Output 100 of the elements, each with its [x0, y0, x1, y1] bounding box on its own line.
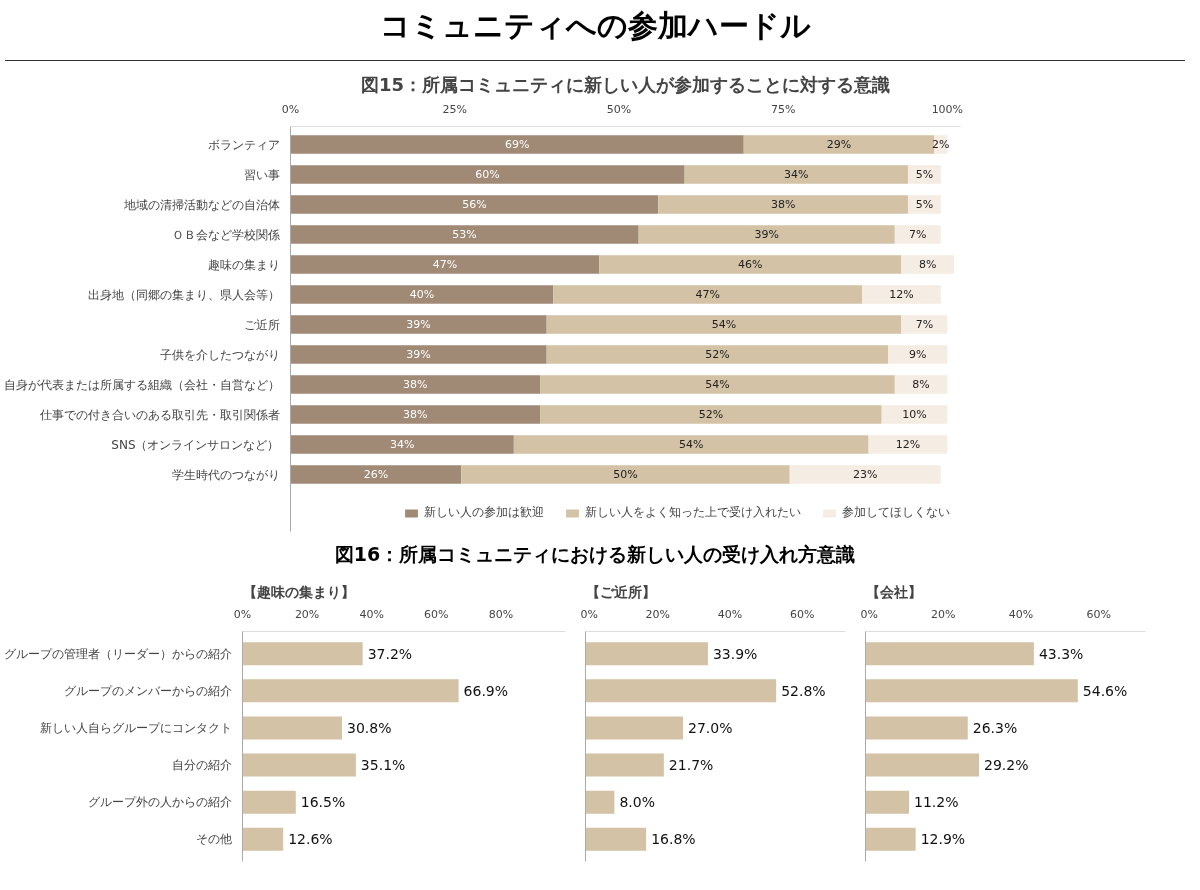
data-label: 39%: [754, 228, 779, 241]
data-label: 56%: [462, 198, 487, 211]
bar: [894, 375, 948, 394]
data-label: 47%: [432, 258, 458, 271]
data-label: 23%: [853, 468, 878, 481]
bar: [513, 435, 869, 454]
x-tick-label: 20%: [294, 607, 320, 621]
bar: [242, 642, 363, 666]
legend-label: 新しい人の参加は歓迎: [424, 504, 544, 521]
data-label: 34%: [784, 168, 809, 181]
data-label: 54.6%: [1082, 682, 1128, 699]
bar: [894, 225, 941, 244]
chart-subtitle: 図15：所属コミュニティに新しい人が参加することに対する意識: [360, 73, 891, 95]
data-label: 29%: [826, 138, 852, 151]
y-tick-label: グループ外の人からの紹介: [87, 795, 232, 810]
bar: [290, 135, 744, 154]
x-tick-label: 0%: [233, 607, 252, 621]
bar: [865, 642, 1034, 666]
bar: [658, 195, 908, 214]
bar: [861, 285, 941, 304]
data-label: 29.2%: [984, 757, 1029, 774]
data-label: 52%: [705, 348, 730, 361]
data-label: 7%: [915, 318, 934, 331]
bar: [585, 716, 683, 740]
bar: [585, 790, 615, 814]
x-tick-label: 60%: [1086, 607, 1112, 621]
x-tick-label: 0%: [281, 102, 300, 116]
bar: [901, 255, 954, 274]
bar: [290, 465, 462, 484]
data-label: 50%: [613, 468, 638, 481]
bar: [290, 255, 600, 274]
y-tick-label: グループのメンバーからの紹介: [63, 683, 232, 698]
data-label: 52%: [698, 408, 724, 421]
data-label: 11.2%: [914, 794, 959, 811]
x-tick-label: 0%: [860, 607, 878, 621]
y-tick-label: ボランティア: [207, 137, 280, 152]
data-label: 8%: [918, 258, 937, 271]
bar: [540, 375, 895, 394]
bar: [242, 753, 356, 777]
chart-title: 【会社】: [865, 583, 922, 600]
data-label: 43.3%: [1038, 645, 1084, 662]
bar: [290, 345, 547, 364]
data-label: 12.9%: [920, 831, 966, 848]
y-tick-label: SNS（オンラインサロンなど）: [111, 437, 280, 452]
data-label: 2%: [932, 138, 950, 151]
chart-title: 【ご近所】: [585, 583, 656, 600]
bar: [290, 225, 639, 244]
bar: [585, 753, 664, 777]
bar: [789, 465, 941, 484]
data-label: 10%: [902, 408, 927, 421]
data-label: 40%: [409, 288, 435, 301]
data-label: 26%: [363, 468, 389, 481]
y-tick-label: 習い事: [243, 167, 280, 182]
data-label: 35.1%: [360, 757, 406, 774]
y-tick-label: 仕事での付き合いのある取引先・取引関係者: [38, 407, 280, 422]
legend-label: 参加してほしくない: [842, 504, 950, 521]
data-label: 54%: [678, 438, 704, 451]
data-label: 12%: [889, 288, 914, 301]
bar: [865, 790, 910, 814]
data-label: 16.5%: [300, 794, 346, 811]
y-tick-label: 自分の紹介: [171, 758, 232, 773]
bar: [290, 405, 541, 424]
y-tick-label: グループの管理者（リーダー）からの紹介: [3, 646, 232, 661]
bar: [290, 285, 554, 304]
bar: [290, 435, 514, 454]
y-tick-label: 自身が代表または所属する組織（会社・自営など）: [3, 377, 280, 392]
data-label: 52.8%: [781, 682, 826, 699]
bar: [599, 255, 902, 274]
x-tick-label: 50%: [606, 102, 632, 116]
data-label: 30.8%: [346, 719, 392, 736]
data-label: 47%: [695, 288, 720, 301]
x-tick-label: 25%: [442, 102, 467, 116]
data-label: 60%: [475, 168, 500, 181]
y-tick-label: 子供を介したつながり: [159, 347, 280, 362]
bar: [553, 285, 862, 304]
bar: [638, 225, 895, 244]
y-tick-label: その他: [195, 832, 232, 847]
x-tick-label: 40%: [717, 607, 743, 621]
bar: [684, 165, 908, 184]
bar: [546, 315, 902, 334]
data-label: 16.8%: [651, 831, 696, 848]
bar: [865, 716, 968, 740]
x-tick-label: 0%: [580, 607, 598, 621]
bar: [585, 642, 708, 666]
x-tick-label: 60%: [424, 607, 449, 621]
legend-label: 新しい人をよく知った上で受け入れたい: [585, 504, 801, 521]
data-label: 27.0%: [688, 719, 733, 736]
data-label: 54%: [711, 318, 737, 331]
bar: [290, 375, 541, 394]
y-tick-label: ご近所: [243, 317, 280, 332]
bar: [585, 679, 777, 703]
y-tick-label: 学生時代のつながり: [171, 467, 280, 482]
x-tick-label: 20%: [645, 607, 670, 621]
chart-title: コミュニティへの参加ハードル: [379, 7, 811, 45]
bar: [290, 165, 685, 184]
y-tick-label: 趣味の集まり: [207, 257, 280, 272]
data-label: 38%: [403, 378, 428, 391]
data-label: 53%: [452, 228, 477, 241]
y-tick-label: 新しい人自らグループにコンタクト: [39, 720, 232, 735]
data-label: 38%: [403, 408, 428, 421]
